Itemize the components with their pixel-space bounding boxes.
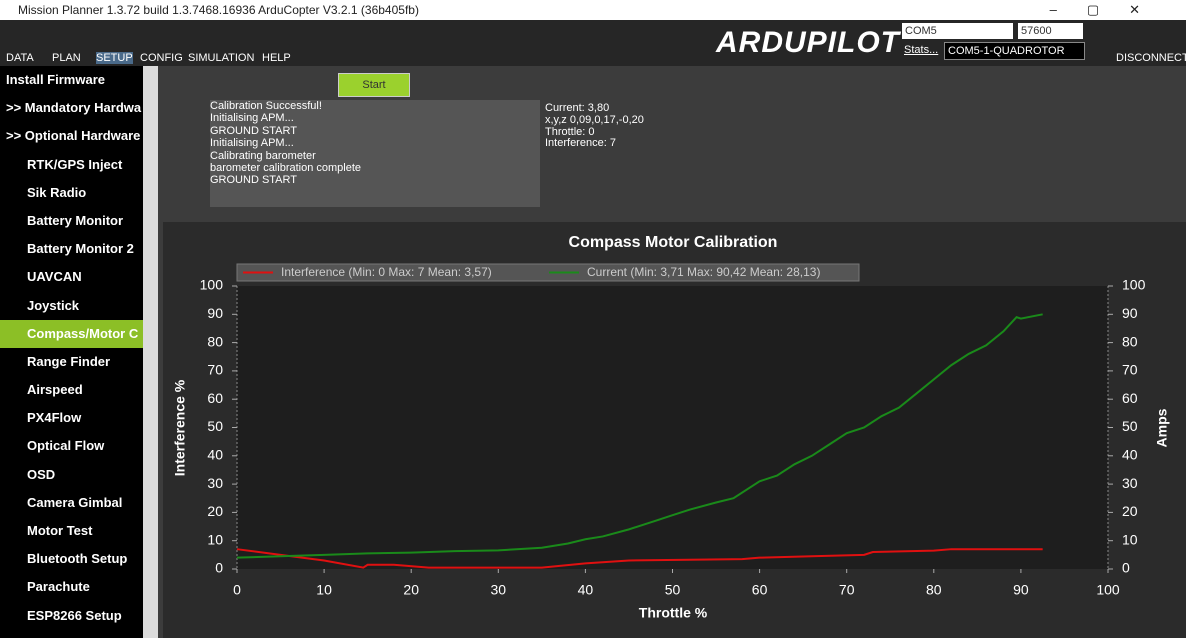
title-bar: Mission Planner 1.3.72 build 1.3.7468.16… [0,0,1186,20]
x-tick-label: 80 [926,582,942,598]
x-tick-label: 90 [1013,582,1029,598]
y-tick-label: 40 [207,447,223,463]
chart: Compass Motor Calibration Throttle % Int… [163,222,1186,638]
y-tick-label: 20 [207,503,223,519]
y-tick-label: 30 [207,475,223,491]
status-line: x,y,z 0,09,0,17,-0,20 [545,113,644,126]
data-line [236,548,1043,569]
data-line [236,313,1043,559]
y2-tick-label: 10 [1122,531,1138,547]
y2-tick-label: 20 [1122,503,1138,519]
y2-tick-label: 40 [1122,447,1138,463]
toolbar-button[interactable]: CONFIG [140,52,183,64]
x-tick-label: 20 [403,582,419,598]
y-tick-label: 60 [207,390,223,406]
y-axis-label: Interference % [172,379,188,476]
toolbar-button[interactable]: HELP [262,52,291,64]
window-title: Mission Planner 1.3.72 build 1.3.7468.16… [18,3,419,17]
y-tick-label: 10 [207,531,223,547]
y2-tick-label: 30 [1122,475,1138,491]
toolbar-button[interactable]: SIMULATION [188,52,255,64]
x-axis-label: Throttle % [639,605,708,621]
log-line: GROUND START [210,124,297,137]
legend-label: Current (Min: 3,71 Max: 90,42 Mean: 28,1… [587,265,820,279]
y2-tick-label: 70 [1122,362,1138,378]
y-tick-label: 50 [207,418,223,434]
plot-area [237,286,1108,569]
disconnect-button[interactable]: DISCONNECT [1116,52,1186,64]
y2-tick-label: 100 [1122,277,1146,293]
y2-tick-label: 80 [1122,333,1138,349]
sidebar-item[interactable]: Install Firmware [6,72,105,87]
y2-tick-label: 60 [1122,390,1138,406]
legend-box [236,263,860,282]
log-box: Calibration Successful! Initialising APM.… [210,100,540,207]
status-line: Interference: 7 [545,137,616,150]
scrollbar[interactable] [143,66,158,638]
toolbar: ARDUPILOT COM5 57600 Stats... COM5-1-QUA… [0,20,1186,66]
sidebar-item[interactable]: >> Optional Hardware [6,128,141,144]
log-line: barometer calibration complete [210,161,362,174]
sidebar-item[interactable]: RTK/GPS Inject [27,156,123,172]
sidebar-item[interactable]: Compass/Motor C [0,319,143,348]
sidebar-item[interactable]: Airspeed [27,382,83,398]
toolbar-button[interactable]: SETUP [96,52,133,64]
stats-link[interactable]: Stats... [904,44,939,56]
logo: ARDUPILOT [716,26,900,59]
sidebar-item[interactable]: Joystick [27,297,80,313]
sidebar-item[interactable]: Range Finder [27,353,111,369]
x-tick-label: 10 [316,582,332,598]
x-tick-label: 60 [752,582,768,598]
y2-tick-label: 0 [1122,560,1130,576]
y-tick-label: 80 [207,333,223,349]
log-line: Initialising APM... [210,112,294,125]
toolbar-button[interactable]: DATA [6,52,34,64]
y-tick-label: 0 [215,560,223,576]
log-line: Calibrating barometer [210,149,316,162]
y-tick-label: 70 [207,362,223,378]
y2-tick-label: 50 [1122,418,1138,434]
x-tick-label: 70 [839,582,855,598]
status-line: Current: 3,80 [545,102,610,114]
log-line: Calibration Successful! [210,100,322,112]
port-combo[interactable]: COM5 [902,23,1013,39]
window-controls[interactable]: –▢✕ [1049,2,1170,17]
y-tick-label: 90 [207,305,223,321]
status-text: Current: 3,80 x,y,z 0,09,0,17,-0,20 Thrott… [545,102,644,149]
sidebar-item[interactable]: Parachute [27,579,90,595]
chart-title: Compass Motor Calibration [569,234,778,251]
start-button[interactable]: Start [338,73,410,97]
sidebar-item[interactable]: Optical Flow [27,438,105,454]
sidebar-item[interactable]: OSD [27,466,56,482]
legend-label: Interference (Min: 0 Max: 7 Mean: 3,57) [281,265,492,279]
status-line: Throttle: 0 [545,125,595,138]
sidebar-item[interactable]: Battery Monitor [27,212,124,228]
sidebar-item[interactable]: UAVCAN [27,269,82,285]
x-tick-label: 50 [665,582,681,598]
y2-tick-label: 90 [1122,305,1138,321]
sidebar-item[interactable]: Sik Radio [27,184,87,200]
y2-axis-label: Amps [1154,408,1170,447]
x-tick-label: 100 [1096,582,1120,598]
sidebar-item[interactable]: ESP8266 Setup [27,607,122,623]
x-tick-label: 30 [491,582,507,598]
y-tick-label: 100 [200,277,224,293]
sidebar-item[interactable]: >> Mandatory Hardwa [6,100,142,116]
x-tick-label: 0 [233,582,241,598]
baud-combo[interactable]: 57600 [1018,23,1083,39]
sidebar: Install Firmware >> Mandatory Hardwa >> Op… [0,66,143,638]
sidebar-item[interactable]: Bluetooth Setup [27,551,128,567]
vehicle-combo[interactable]: COM5-1-QUADROTOR [944,42,1085,60]
x-tick-label: 40 [578,582,594,598]
sidebar-item[interactable]: Battery Monitor 2 [27,241,134,257]
log-line: Initialising APM... [210,137,294,150]
sidebar-item[interactable]: Motor Test [27,523,93,538]
toolbar-button[interactable]: PLAN [52,52,81,64]
sidebar-item[interactable]: PX4Flow [27,410,82,426]
sidebar-item[interactable]: Camera Gimbal [27,494,123,510]
log-line: GROUND START [210,174,297,187]
